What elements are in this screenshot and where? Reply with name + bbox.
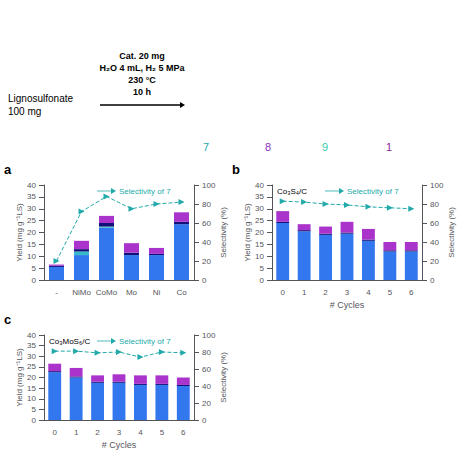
svg-text:35: 35	[27, 341, 36, 350]
svg-text:30: 30	[27, 352, 36, 361]
svg-text:20: 20	[430, 257, 439, 266]
svg-text:3: 3	[345, 288, 350, 297]
svg-text:Selectivity (%): Selectivity (%)	[447, 207, 456, 258]
svg-text:0: 0	[52, 428, 57, 437]
svg-text:Co₃MoS₆/C: Co₃MoS₆/C	[49, 337, 90, 346]
svg-text:80: 80	[202, 200, 211, 209]
svg-text:NiMo: NiMo	[72, 288, 91, 297]
svg-text:25: 25	[255, 216, 264, 225]
svg-text:20: 20	[202, 399, 211, 408]
svg-text:Selectivity of 7: Selectivity of 7	[347, 187, 399, 196]
svg-text:40: 40	[27, 331, 36, 340]
svg-text:Selectivity of 7: Selectivity of 7	[119, 337, 171, 346]
svg-text:10: 10	[255, 252, 264, 261]
svg-text:Cat. 20 mg: Cat. 20 mg	[119, 51, 165, 61]
svg-text:15: 15	[255, 240, 264, 249]
svg-text:Lignosulfonate: Lignosulfonate	[8, 93, 73, 104]
svg-text:Yield (mg g⁻¹LS): Yield (mg g⁻¹LS)	[15, 348, 24, 407]
svg-text:0: 0	[260, 276, 265, 285]
svg-text:100: 100	[202, 181, 216, 190]
svg-text:30: 30	[27, 204, 36, 213]
svg-text:5: 5	[260, 264, 265, 273]
svg-text:5: 5	[388, 288, 393, 297]
svg-text:35: 35	[27, 192, 36, 201]
svg-text:b: b	[232, 162, 240, 177]
svg-text:15: 15	[27, 240, 36, 249]
svg-text:4: 4	[366, 288, 371, 297]
svg-text:0: 0	[32, 416, 37, 425]
svg-text:40: 40	[27, 181, 36, 190]
svg-text:Selectivity (%): Selectivity (%)	[219, 352, 228, 403]
svg-text:10: 10	[27, 394, 36, 403]
svg-text:Yield (mg g⁻¹LS): Yield (mg g⁻¹LS)	[243, 203, 252, 262]
svg-text:Co₃S₄/C: Co₃S₄/C	[277, 187, 307, 196]
svg-text:40: 40	[202, 382, 211, 391]
svg-text:30: 30	[255, 204, 264, 213]
svg-text:Ni: Ni	[153, 288, 161, 297]
svg-text:60: 60	[430, 219, 439, 228]
svg-text:25: 25	[27, 362, 36, 371]
svg-text:10 h: 10 h	[133, 87, 151, 97]
svg-text:5: 5	[32, 264, 37, 273]
svg-text:10: 10	[27, 252, 36, 261]
svg-text:20: 20	[202, 257, 211, 266]
svg-text:# Cycles: # Cycles	[330, 300, 365, 310]
svg-text:0: 0	[430, 276, 435, 285]
svg-text:Mo: Mo	[126, 288, 138, 297]
svg-text:1: 1	[386, 141, 392, 153]
svg-text:1: 1	[302, 288, 307, 297]
svg-text:9: 9	[322, 141, 328, 153]
svg-text:230 °C: 230 °C	[128, 75, 156, 85]
svg-text:6: 6	[409, 288, 414, 297]
svg-text:5: 5	[32, 405, 37, 414]
svg-text:0: 0	[280, 288, 285, 297]
svg-text:80: 80	[430, 200, 439, 209]
svg-text:Selectivity of 7: Selectivity of 7	[119, 187, 171, 196]
svg-text:Yield (mg g⁻¹LS): Yield (mg g⁻¹LS)	[15, 203, 24, 262]
svg-text:5: 5	[160, 428, 165, 437]
svg-text:2: 2	[95, 428, 100, 437]
svg-text:6: 6	[181, 428, 186, 437]
svg-text:20: 20	[255, 228, 264, 237]
svg-text:Selectivity (%): Selectivity (%)	[219, 207, 228, 258]
svg-text:25: 25	[27, 216, 36, 225]
svg-text:0: 0	[32, 276, 37, 285]
svg-text:15: 15	[27, 384, 36, 393]
svg-text:1: 1	[74, 428, 79, 437]
svg-text:80: 80	[202, 348, 211, 357]
svg-text:3: 3	[117, 428, 122, 437]
svg-text:H₂O 4 mL, H₂ 5 MPa: H₂O 4 mL, H₂ 5 MPa	[99, 63, 185, 73]
svg-text:Co: Co	[176, 288, 187, 297]
svg-text:100: 100	[202, 331, 216, 340]
svg-text:20: 20	[27, 373, 36, 382]
svg-text:60: 60	[202, 365, 211, 374]
svg-text:4: 4	[138, 428, 143, 437]
svg-text:8: 8	[265, 141, 271, 153]
svg-text:40: 40	[430, 238, 439, 247]
svg-text:100 mg: 100 mg	[8, 106, 41, 117]
svg-text:-: -	[55, 288, 58, 297]
svg-text:CoMo: CoMo	[96, 288, 118, 297]
svg-text:7: 7	[203, 141, 209, 153]
svg-text:0: 0	[202, 276, 207, 285]
svg-text:40: 40	[255, 181, 264, 190]
svg-text:# Cycles: # Cycles	[102, 440, 137, 450]
svg-text:2: 2	[323, 288, 328, 297]
svg-text:20: 20	[27, 228, 36, 237]
svg-text:0: 0	[202, 416, 207, 425]
svg-text:40: 40	[202, 238, 211, 247]
svg-text:60: 60	[202, 219, 211, 228]
svg-text:100: 100	[430, 181, 444, 190]
svg-text:c: c	[4, 312, 11, 327]
svg-text:35: 35	[255, 192, 264, 201]
svg-text:a: a	[4, 162, 12, 177]
